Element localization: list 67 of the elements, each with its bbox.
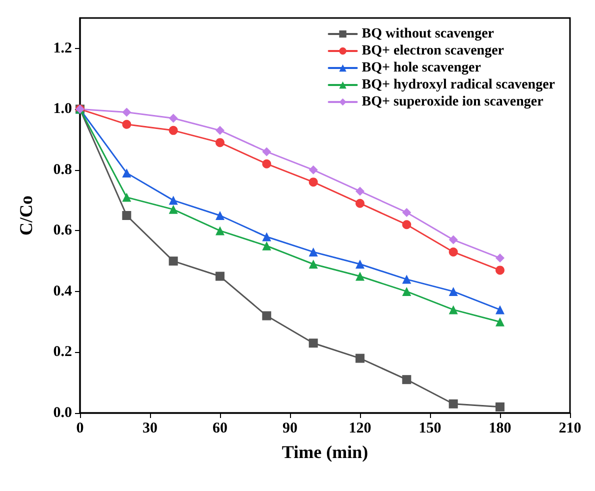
point [216,226,224,236]
point [402,286,412,296]
point [402,220,412,230]
point [448,399,458,408]
x-tick-label: 150 [418,420,442,436]
point [496,402,504,412]
point [216,138,224,148]
point [168,196,178,205]
point [496,266,504,275]
y-tick-label: 0.4 [53,283,72,300]
legend-label: BQ+ superoxide ion scavenger [362,94,544,110]
x-tick-label: 60 [212,420,228,436]
point [168,256,178,266]
point [448,286,458,296]
y-tick-label: 1.0 [53,101,72,118]
x-axis-title: Time (min) [282,442,368,462]
y-tick-label: 1.2 [53,40,72,56]
x-tick-label: 180 [488,420,512,436]
point [448,235,458,244]
point [356,354,364,363]
point [168,126,178,135]
point [496,254,504,263]
legend-label: BQ+ electron scavenger [362,44,504,58]
point [356,272,364,281]
point [448,305,458,314]
point [308,260,318,269]
point [122,168,132,178]
x-tick-label: 0 [76,420,84,436]
legend-label: BQ+ hole scavenger [362,60,481,76]
point [168,204,178,214]
point [262,232,272,242]
point [168,114,178,123]
point [402,208,412,217]
point [402,274,412,284]
point [356,198,364,208]
point [496,305,504,314]
point [402,375,412,384]
x-tick-label: 90 [282,420,298,436]
y-tick-label: 0.2 [53,344,72,360]
point [216,211,224,220]
point [262,311,272,320]
point [262,159,272,168]
x-tick-label: 30 [142,420,158,436]
y-axis-title: C/Co [16,196,36,236]
legend-label: BQ without scavenger [362,26,494,42]
y-tick-label: 0.8 [53,162,72,178]
point [308,247,318,256]
point [496,317,504,326]
point [356,260,364,269]
point [262,241,272,250]
point [356,186,364,196]
point [122,192,132,202]
point [122,211,132,220]
point [262,147,272,156]
point [448,247,458,256]
y-tick-label: 0.0 [53,405,72,421]
point [308,165,318,174]
y-tick-label: 0.6 [53,222,72,239]
point [216,272,224,281]
x-tick-label: 120 [348,420,372,436]
legend-label: BQ+ hydroxyl radical scavenger [362,78,556,92]
point [122,120,132,129]
x-tick-label: 210 [558,420,582,436]
point [122,108,132,117]
point [308,338,318,348]
point [216,126,224,135]
point [308,178,318,187]
